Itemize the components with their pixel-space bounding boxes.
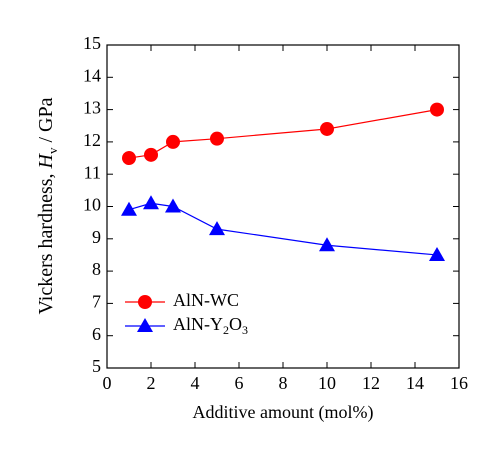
y-tick-label: 6 (92, 324, 101, 344)
y-label-part: H (35, 152, 57, 169)
series-line (128, 109, 438, 159)
y-tick-label: 14 (83, 65, 101, 85)
plot-frame (106, 44, 460, 369)
legend-label: AlN-Y2O3 (173, 314, 248, 337)
marker (320, 121, 334, 136)
legend-marker (138, 295, 152, 309)
x-axis-label: Additive amount (mol%) (193, 402, 374, 423)
y-tick-label: 15 (83, 33, 101, 53)
marker (144, 147, 158, 162)
marker (319, 237, 335, 252)
marker (210, 131, 224, 146)
x-tick-label: 12 (362, 373, 380, 393)
y-label-part: / GPa (35, 97, 57, 147)
x-tick-label: 0 (103, 373, 112, 393)
y-tick-label: 7 (92, 292, 101, 312)
x-tick-label: 6 (235, 373, 244, 393)
marker (121, 201, 137, 216)
y-tick-label: 8 (92, 259, 101, 279)
x-tick-label: 16 (450, 373, 468, 393)
y-tick-label: 11 (84, 162, 101, 182)
x-tick-label: 2 (147, 373, 156, 393)
y-tick-label: 12 (83, 130, 101, 150)
marker (165, 198, 181, 213)
marker (143, 195, 159, 210)
legend-marker (137, 318, 153, 332)
x-tick-label: 4 (191, 373, 200, 393)
y-label-part: Vickers hardness, (35, 168, 57, 314)
y-tick-label: 10 (83, 195, 101, 215)
marker (166, 134, 180, 149)
x-tick-label: 14 (406, 373, 424, 393)
marker (429, 246, 445, 261)
y-axis-label: Vickers hardness, Hv / GPa (35, 97, 61, 314)
marker (122, 151, 136, 166)
y-label-part: v (45, 147, 60, 154)
x-tick-label: 10 (318, 373, 336, 393)
y-tick-label: 13 (83, 98, 101, 118)
marker (430, 102, 444, 117)
marker (209, 221, 225, 236)
x-tick-label: 8 (279, 373, 288, 393)
y-tick-label: 5 (92, 356, 101, 376)
legend-label: AlN-WC (173, 290, 239, 310)
y-tick-label: 9 (92, 227, 101, 247)
